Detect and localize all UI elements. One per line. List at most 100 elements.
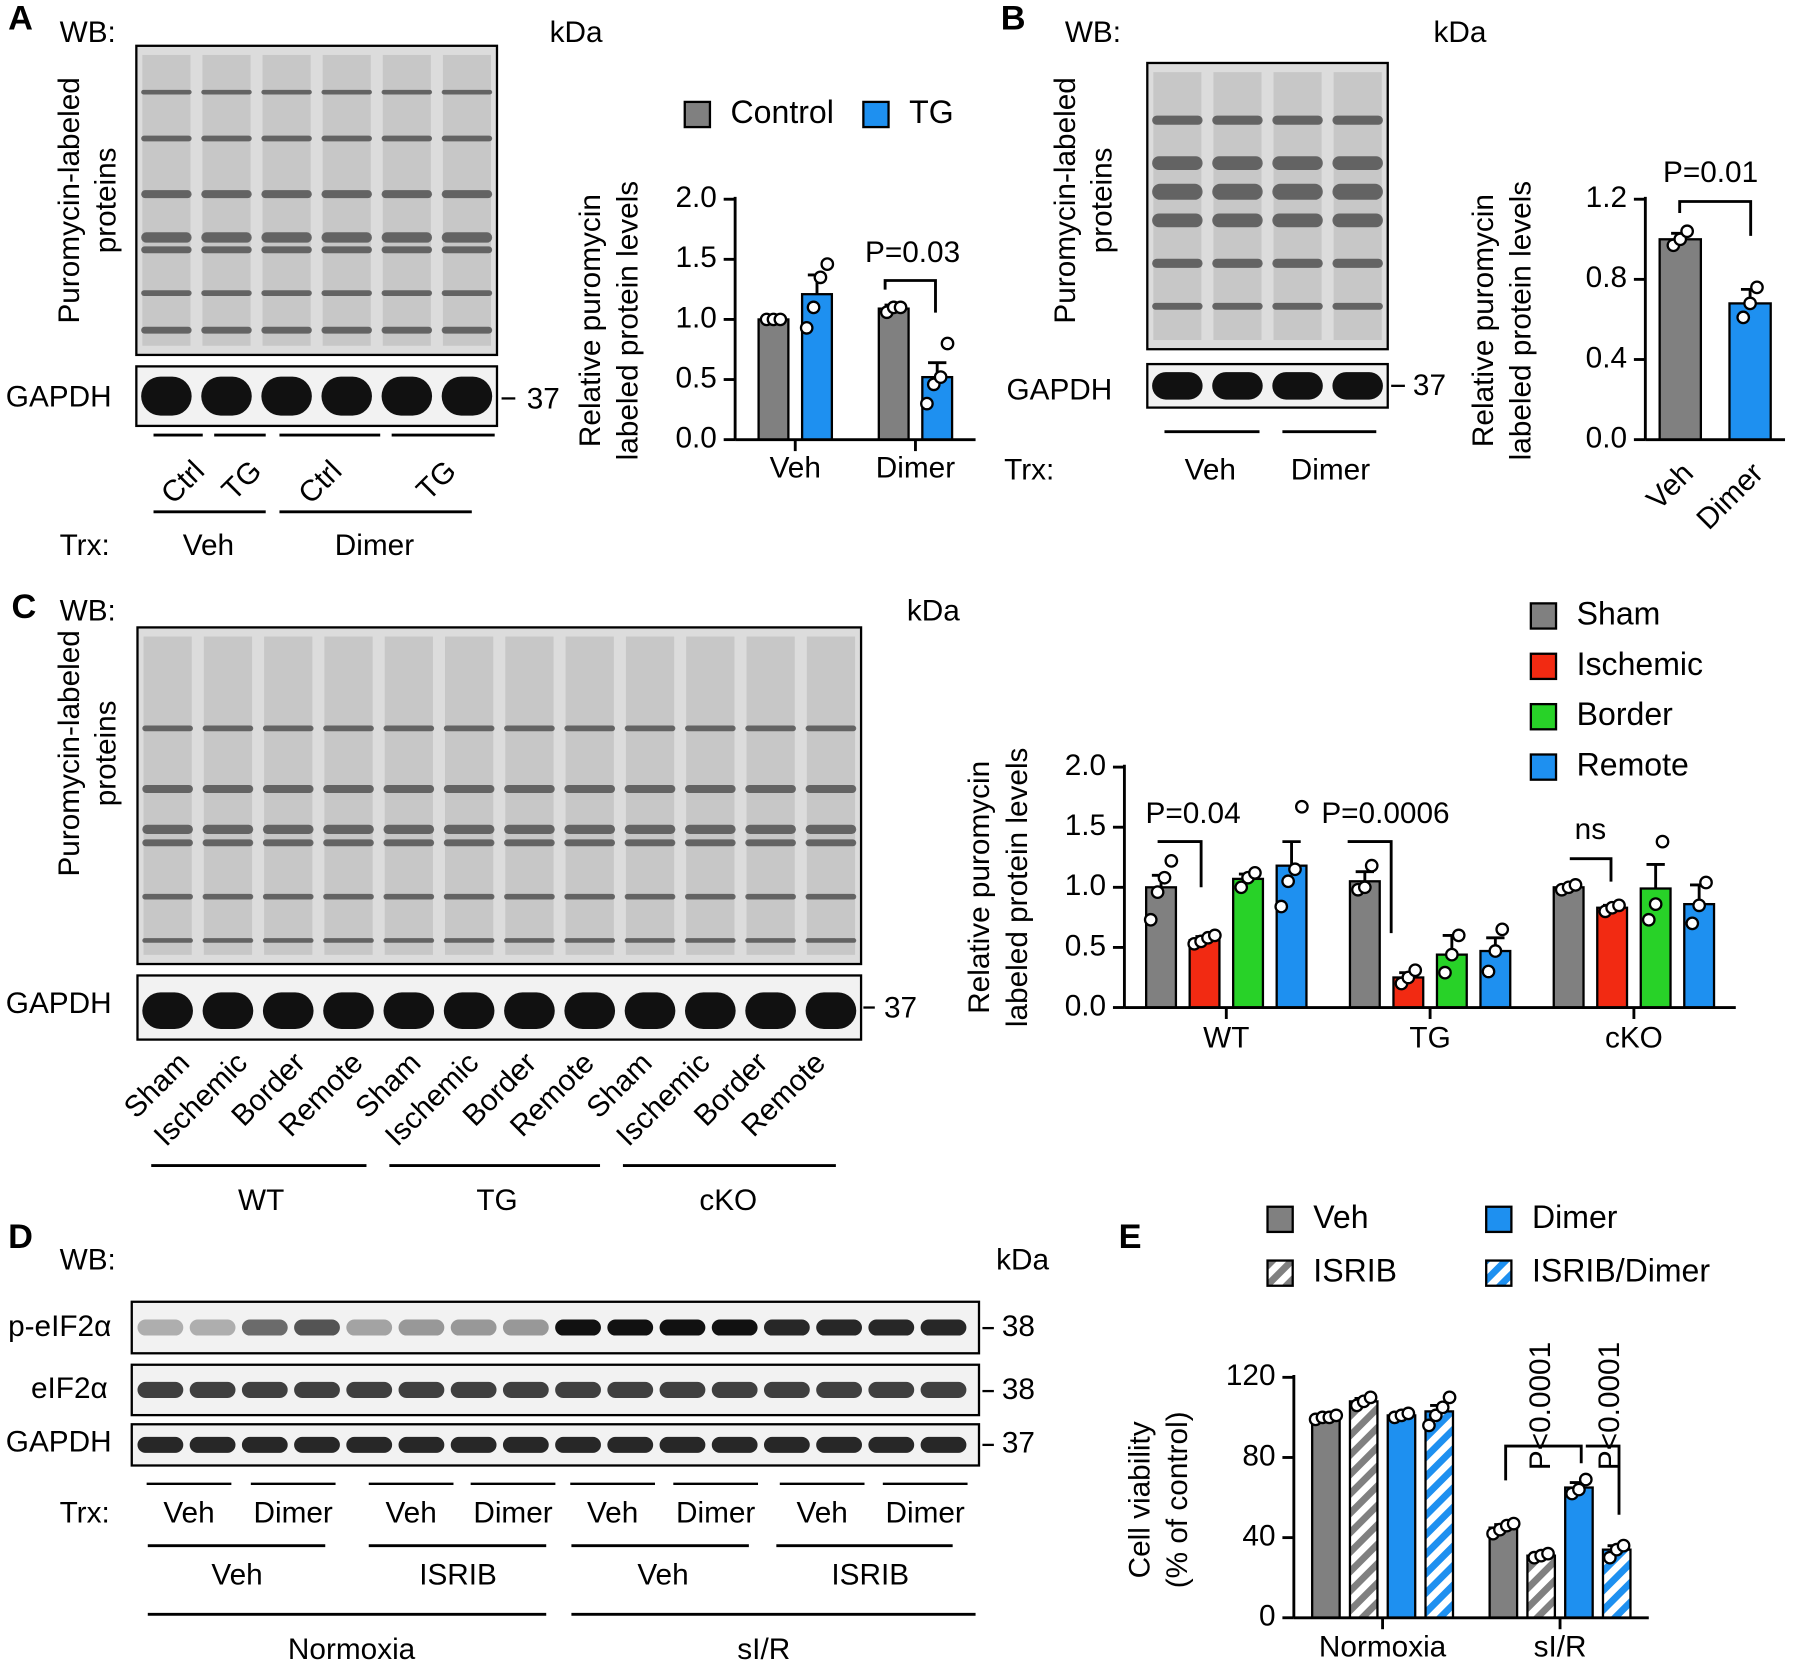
legend-swatch: [1529, 652, 1558, 681]
blot-band: [142, 893, 193, 900]
label: ISRIB: [419, 1558, 497, 1591]
lane-label: Dimer: [886, 1497, 965, 1530]
data-point: [1401, 1406, 1416, 1421]
data-point: [1357, 880, 1372, 895]
y-axis-label: labeled protein levels: [612, 181, 645, 461]
blot-band: [202, 824, 254, 834]
legend-swatch: [1485, 1205, 1513, 1234]
data-point: [813, 270, 828, 285]
data-point: [1207, 928, 1222, 943]
data-point: [1150, 885, 1165, 899]
legend-label: ISRIB: [1313, 1253, 1397, 1289]
legend-swatch: [1529, 702, 1558, 731]
y-axis-label: Relative puromycin: [963, 761, 996, 1014]
blot-band: [381, 190, 433, 199]
data-point: [820, 257, 835, 272]
blot-band: [684, 824, 736, 834]
blot-band: [805, 784, 857, 793]
data-point: [799, 320, 814, 335]
blot-band: [346, 1436, 393, 1453]
blot-band: [564, 992, 616, 1030]
blot-band: [504, 938, 555, 943]
label: GAPDH: [6, 987, 112, 1020]
blot-band: [142, 824, 193, 834]
blot-band: [1212, 302, 1263, 310]
blot-band: [262, 992, 314, 1030]
blot-lane: [203, 636, 253, 955]
blot-lane: [442, 54, 491, 346]
blot-band: [745, 938, 796, 943]
significance-bracket: [1678, 200, 1753, 236]
blot-band: [1272, 213, 1323, 228]
data-point: [1422, 1418, 1436, 1433]
data-point: [1641, 912, 1656, 927]
blot-band: [443, 784, 495, 793]
blot-band: [346, 1381, 393, 1398]
blot-band: [137, 1381, 184, 1398]
lane-label: Dimer: [254, 1497, 333, 1530]
panel-letter: A: [8, 0, 33, 38]
blot-band: [624, 839, 676, 847]
data-point: [1438, 965, 1452, 980]
data-point: [940, 336, 955, 351]
y-tick-label: 0.0: [1586, 422, 1627, 455]
label: kDa: [550, 16, 603, 49]
data-point: [1143, 912, 1158, 927]
blot-band: [805, 824, 857, 834]
blot-band: [624, 992, 676, 1030]
bar: [757, 318, 790, 441]
label: 37: [884, 992, 917, 1025]
blot-band: [564, 938, 616, 943]
blot-band: [241, 1319, 288, 1336]
blot-band: [141, 246, 192, 254]
blot-band: [624, 784, 676, 793]
y-tick-label: 0: [1259, 1600, 1276, 1633]
blot: [135, 44, 499, 357]
blot-band: [868, 1381, 915, 1398]
y-axis-label: labeled protein levels: [1505, 181, 1538, 461]
blot-band: [441, 232, 493, 243]
legend-swatch: [1485, 1259, 1513, 1287]
blot-band: [624, 725, 676, 732]
data-point: [1685, 916, 1700, 931]
y-tick-label: 1.5: [675, 241, 716, 274]
data-point: [1680, 224, 1695, 239]
data-point: [1648, 897, 1663, 912]
x-tick-label: sI/R: [1534, 1631, 1587, 1664]
blot-lane: [1153, 72, 1202, 341]
blot-band: [202, 938, 254, 943]
significance-bracket: [1585, 1444, 1621, 1515]
blot-band: [261, 135, 312, 142]
significance-bracket: [1347, 840, 1393, 934]
data-point: [1408, 963, 1423, 978]
blot-band: [323, 938, 374, 943]
data-point: [1612, 898, 1626, 913]
data-point: [1294, 799, 1309, 814]
error-bar: [1355, 870, 1374, 882]
blot-band: [323, 824, 374, 834]
y-axis-label: Relative puromycin: [574, 194, 607, 447]
blot-band: [1332, 258, 1383, 268]
blot-band: [383, 938, 435, 943]
blot-band: [261, 376, 312, 416]
blot-band: [398, 1319, 445, 1336]
blot-band: [383, 893, 435, 900]
y-tick-label: 1.5: [1065, 809, 1106, 842]
label: ISRIB: [831, 1558, 909, 1591]
bar: [1658, 238, 1703, 441]
blot-band: [321, 190, 372, 199]
blot-lane: [264, 636, 313, 955]
bar: [1526, 1554, 1557, 1619]
data-point: [1655, 834, 1670, 849]
blot-band: [868, 1319, 915, 1336]
blot-band: [1332, 115, 1383, 125]
label: Trx:: [60, 529, 110, 562]
blot-band: [142, 784, 193, 793]
blot-band: [1272, 258, 1323, 268]
y-tick-label: 0.5: [1065, 929, 1106, 962]
significance-bracket: [1157, 840, 1203, 888]
blot-band: [142, 725, 193, 732]
data-point: [1750, 280, 1764, 295]
label: WB:: [60, 1244, 116, 1277]
label: Veh: [1185, 454, 1236, 487]
